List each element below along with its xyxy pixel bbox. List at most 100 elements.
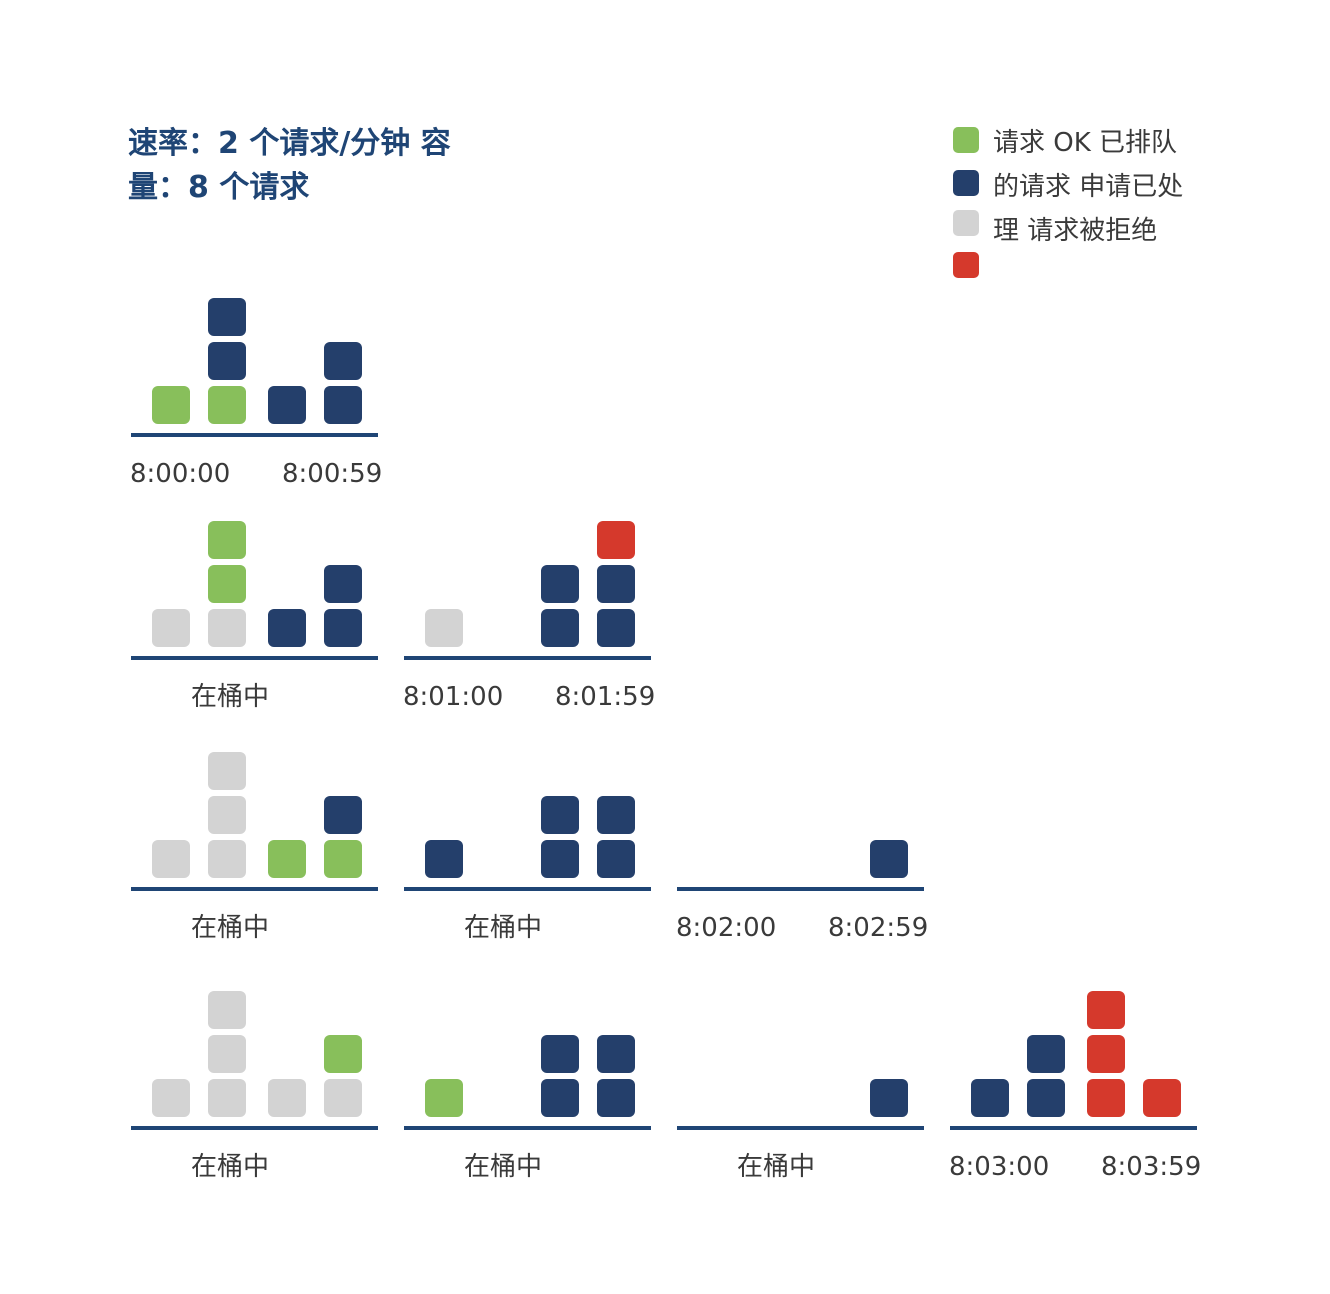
request-block-processed bbox=[208, 796, 246, 834]
bucket-group: 在桶中 bbox=[404, 796, 651, 943]
request-block-processed bbox=[208, 1079, 246, 1117]
request-block-queued bbox=[208, 298, 246, 336]
legend: 请求 OK 已排队 的请求 申请已处 理 请求被拒绝 bbox=[953, 127, 1183, 278]
request-block-queued bbox=[597, 565, 635, 603]
request-block-queued bbox=[1027, 1079, 1065, 1117]
request-block-rejected bbox=[1087, 991, 1125, 1029]
request-block-queued bbox=[541, 1079, 579, 1117]
timeline-axis bbox=[131, 656, 378, 660]
request-block-queued bbox=[597, 1035, 635, 1073]
request-block-queued bbox=[541, 1035, 579, 1073]
request-block-ok bbox=[268, 840, 306, 878]
diagram-title: 速率：2 个请求/分钟 容 量：8 个请求 bbox=[128, 126, 451, 205]
timeline-row: 在桶中 在桶中 在桶中 8:03:00 8:03:59 bbox=[131, 991, 1201, 1182]
request-block-processed bbox=[208, 609, 246, 647]
request-block-queued bbox=[870, 840, 908, 878]
request-block-queued bbox=[1027, 1035, 1065, 1073]
request-block-processed bbox=[425, 609, 463, 647]
legend-swatch-ok bbox=[953, 127, 979, 153]
in-bucket-label: 在桶中 bbox=[464, 913, 542, 943]
legend-swatch-queued bbox=[953, 170, 979, 196]
time-start-label: 8:01:00 bbox=[403, 682, 503, 712]
timeline-axis bbox=[677, 1126, 924, 1130]
in-bucket-label: 在桶中 bbox=[464, 1152, 542, 1182]
request-block-queued bbox=[541, 609, 579, 647]
request-block-ok bbox=[208, 521, 246, 559]
request-block-queued bbox=[597, 609, 635, 647]
bucket-group: 8:02:00 8:02:59 bbox=[676, 840, 928, 943]
bucket-group: 8:03:00 8:03:59 bbox=[949, 991, 1201, 1182]
legend-swatch-rejected bbox=[953, 252, 979, 278]
time-end-label: 8:03:59 bbox=[1101, 1152, 1201, 1182]
bucket-group: 在桶中 bbox=[131, 991, 378, 1182]
request-block-rejected bbox=[1087, 1035, 1125, 1073]
request-block-queued bbox=[324, 342, 362, 380]
request-block-processed bbox=[324, 1079, 362, 1117]
request-block-processed bbox=[152, 840, 190, 878]
request-block-rejected bbox=[597, 521, 635, 559]
time-start-label: 8:03:00 bbox=[949, 1152, 1049, 1182]
bucket-group: 在桶中 bbox=[131, 521, 378, 712]
timeline-axis bbox=[131, 1126, 378, 1130]
timeline-row: 8:00:00 8:00:59 bbox=[130, 298, 382, 489]
request-block-ok bbox=[208, 386, 246, 424]
request-block-processed bbox=[152, 609, 190, 647]
timeline-axis bbox=[404, 1126, 651, 1130]
legend-line-3: 理 请求被拒绝 bbox=[993, 216, 1157, 246]
request-block-ok bbox=[208, 565, 246, 603]
request-block-queued bbox=[597, 796, 635, 834]
request-block-queued bbox=[268, 609, 306, 647]
request-block-queued bbox=[324, 609, 362, 647]
request-block-queued bbox=[541, 840, 579, 878]
request-block-processed bbox=[152, 1079, 190, 1117]
time-end-label: 8:00:59 bbox=[282, 459, 382, 489]
request-block-processed bbox=[268, 1079, 306, 1117]
request-block-queued bbox=[971, 1079, 1009, 1117]
in-bucket-label: 在桶中 bbox=[191, 682, 269, 712]
timeline-axis bbox=[950, 1126, 1197, 1130]
bucket-group: 8:01:00 8:01:59 bbox=[403, 521, 655, 712]
legend-swatch-processed bbox=[953, 210, 979, 236]
bucket-group: 在桶中 bbox=[404, 1035, 651, 1182]
request-block-queued bbox=[324, 386, 362, 424]
time-end-label: 8:01:59 bbox=[555, 682, 655, 712]
timeline-row: 在桶中 在桶中 8:02:00 8:02:59 bbox=[131, 752, 928, 943]
request-block-rejected bbox=[1087, 1079, 1125, 1117]
request-block-processed bbox=[208, 840, 246, 878]
request-block-queued bbox=[597, 1079, 635, 1117]
in-bucket-label: 在桶中 bbox=[191, 1152, 269, 1182]
legend-line-2: 的请求 申请已处 bbox=[993, 172, 1183, 202]
request-block-queued bbox=[324, 565, 362, 603]
request-block-queued bbox=[541, 565, 579, 603]
request-block-rejected bbox=[1143, 1079, 1181, 1117]
request-block-queued bbox=[541, 796, 579, 834]
request-block-queued bbox=[425, 840, 463, 878]
timeline-axis bbox=[677, 887, 924, 891]
request-block-queued bbox=[324, 796, 362, 834]
timeline-row: 在桶中 8:01:00 8:01:59 bbox=[131, 521, 655, 712]
request-block-queued bbox=[870, 1079, 908, 1117]
bucket-group: 8:00:00 8:00:59 bbox=[130, 298, 382, 489]
title-line-1: 速率：2 个请求/分钟 容 bbox=[128, 126, 451, 161]
request-block-ok bbox=[152, 386, 190, 424]
time-end-label: 8:02:59 bbox=[828, 913, 928, 943]
timeline-axis bbox=[404, 656, 651, 660]
bucket-group: 在桶中 bbox=[677, 1079, 924, 1182]
in-bucket-label: 在桶中 bbox=[191, 913, 269, 943]
request-block-ok bbox=[324, 840, 362, 878]
request-block-processed bbox=[208, 991, 246, 1029]
in-bucket-label: 在桶中 bbox=[737, 1152, 815, 1182]
bucket-group: 在桶中 bbox=[131, 752, 378, 943]
request-block-ok bbox=[324, 1035, 362, 1073]
timeline-axis bbox=[131, 433, 378, 437]
request-block-processed bbox=[208, 752, 246, 790]
request-block-queued bbox=[597, 840, 635, 878]
legend-line-1: 请求 OK 已排队 bbox=[993, 128, 1177, 158]
timeline-axis bbox=[404, 887, 651, 891]
request-block-queued bbox=[268, 386, 306, 424]
request-block-queued bbox=[208, 342, 246, 380]
title-line-2: 量：8 个请求 bbox=[128, 170, 309, 205]
time-start-label: 8:02:00 bbox=[676, 913, 776, 943]
